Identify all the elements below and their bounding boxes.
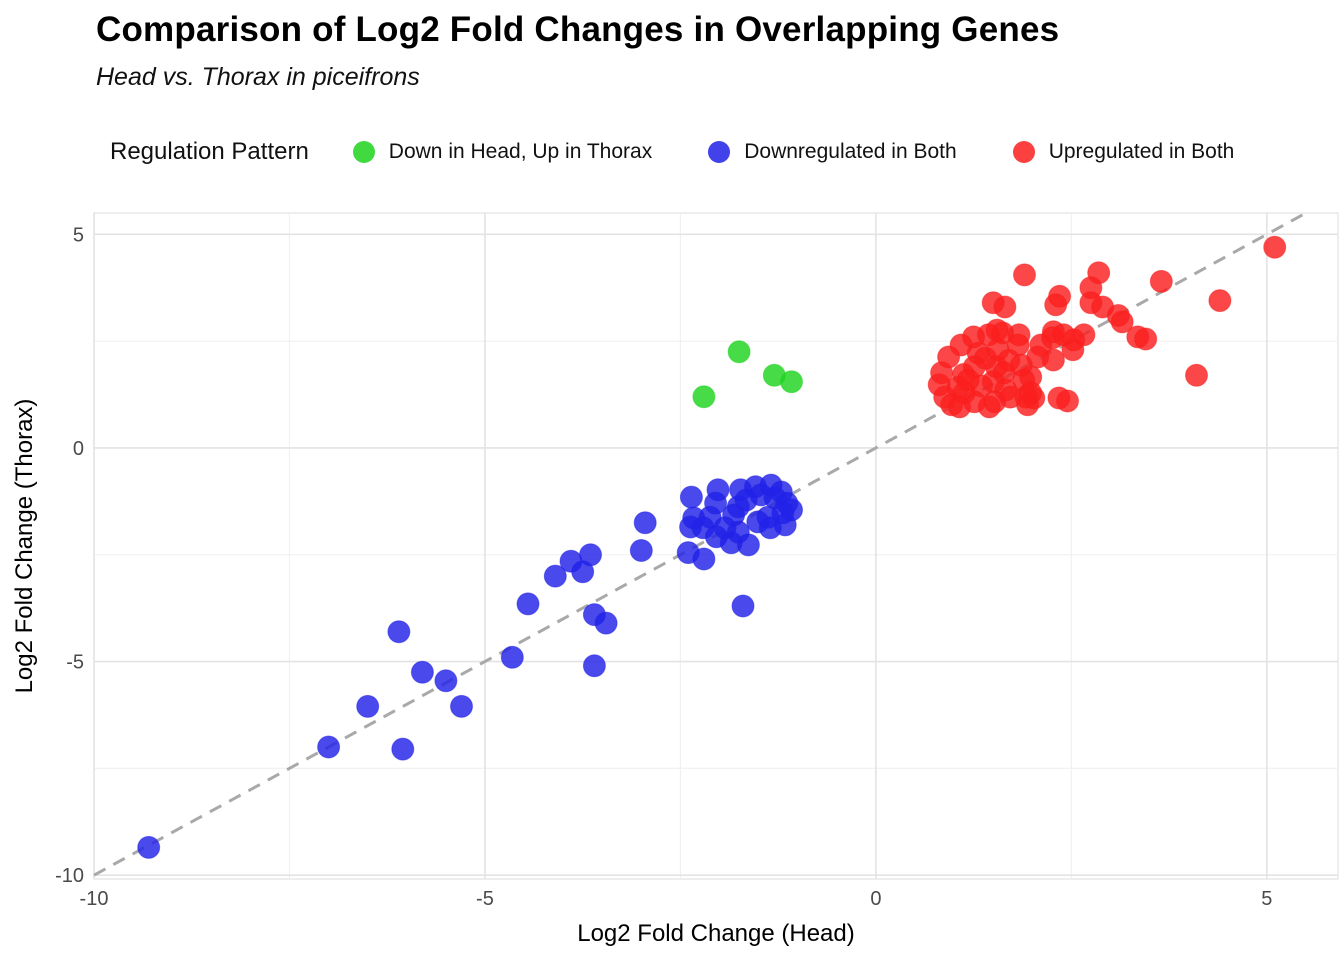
data-point-series-2 <box>1019 365 1043 389</box>
x-tick-label: -10 <box>80 888 109 910</box>
data-point-series-2 <box>1013 263 1036 287</box>
data-point-series-1 <box>780 498 803 522</box>
legend-item-label: Downregulated in Both <box>744 140 957 163</box>
data-point-series-2 <box>1149 269 1173 293</box>
data-point-series-1 <box>736 533 760 557</box>
data-point-series-1 <box>579 543 602 567</box>
legend-title: Regulation Pattern <box>110 138 309 165</box>
data-point-series-1 <box>434 669 458 693</box>
data-point-series-2 <box>1185 363 1208 387</box>
data-point-series-2 <box>981 291 1005 315</box>
data-point-series-1 <box>679 485 703 509</box>
data-point-series-2 <box>1110 310 1134 334</box>
data-point-series-2 <box>973 346 997 370</box>
x-tick-label: 0 <box>870 888 881 910</box>
data-point-series-2 <box>1263 235 1287 259</box>
data-point-series-2 <box>1091 295 1115 319</box>
data-point-series-1 <box>516 592 540 616</box>
data-point-series-1 <box>410 660 434 684</box>
legend: Regulation Pattern Down in Head, Up in T… <box>110 134 1234 170</box>
y-axis-title: Log2 Fold Change (Thorax) <box>11 399 38 694</box>
data-point-series-2 <box>1134 327 1158 351</box>
page-title: Comparison of Log2 Fold Changes in Overl… <box>96 10 1060 49</box>
data-point-series-1 <box>391 737 415 761</box>
legend-item-down-head-up-thorax: Down in Head, Up in Thorax <box>352 140 653 164</box>
data-point-series-1 <box>706 478 730 502</box>
data-point-series-2 <box>1208 289 1232 313</box>
page-subtitle: Head vs. Thorax in piceifrons <box>96 63 420 91</box>
x-axis-title: Log2 Fold Change (Head) <box>577 920 855 947</box>
y-tick-label: -10 <box>55 865 84 887</box>
data-point-series-2 <box>946 375 970 399</box>
data-point-series-2 <box>1041 326 1065 350</box>
data-point-series-1 <box>500 645 524 669</box>
data-point-series-2 <box>997 348 1021 372</box>
data-point-series-1 <box>582 654 606 678</box>
data-point-series-2 <box>948 395 972 419</box>
data-point-series-1 <box>317 735 341 759</box>
legend-item-downregulated-both: Downregulated in Both <box>708 140 957 164</box>
y-tick-label: 5 <box>73 224 84 246</box>
identity-reference-line <box>93 211 1307 877</box>
data-point-series-2 <box>1048 284 1072 308</box>
red-dot-icon <box>1012 141 1035 163</box>
y-tick-label: 0 <box>73 438 84 460</box>
y-tick-label: -5 <box>66 652 84 674</box>
green-dot-icon <box>352 141 375 163</box>
data-point-series-0 <box>780 370 803 394</box>
data-point-series-1 <box>594 611 618 635</box>
data-point-series-1 <box>137 835 161 859</box>
data-point-series-0 <box>692 385 716 409</box>
data-point-series-2 <box>970 374 993 398</box>
data-point-series-1 <box>731 594 755 618</box>
blue-dot-icon <box>708 141 731 163</box>
data-point-series-2 <box>1041 348 1065 372</box>
data-point-series-1 <box>629 539 653 562</box>
data-point-series-1 <box>543 564 567 588</box>
data-point-series-2 <box>983 390 1007 414</box>
legend-item-upregulated-both: Upregulated in Both <box>1012 140 1235 164</box>
data-point-series-2 <box>1007 323 1031 347</box>
legend-item-label: Upregulated in Both <box>1048 140 1235 163</box>
x-tick-label: -5 <box>476 888 494 910</box>
data-point-series-1 <box>692 547 716 571</box>
data-point-series-0 <box>727 340 751 364</box>
data-point-series-1 <box>356 694 380 718</box>
data-point-series-1 <box>633 511 657 535</box>
data-point-series-1 <box>450 694 473 718</box>
legend-item-label: Down in Head, Up in Thorax <box>388 140 653 163</box>
data-point-series-1 <box>387 620 411 644</box>
data-point-series-2 <box>1062 328 1086 352</box>
x-tick-label: 5 <box>1261 888 1272 910</box>
data-point-series-2 <box>1047 386 1071 410</box>
